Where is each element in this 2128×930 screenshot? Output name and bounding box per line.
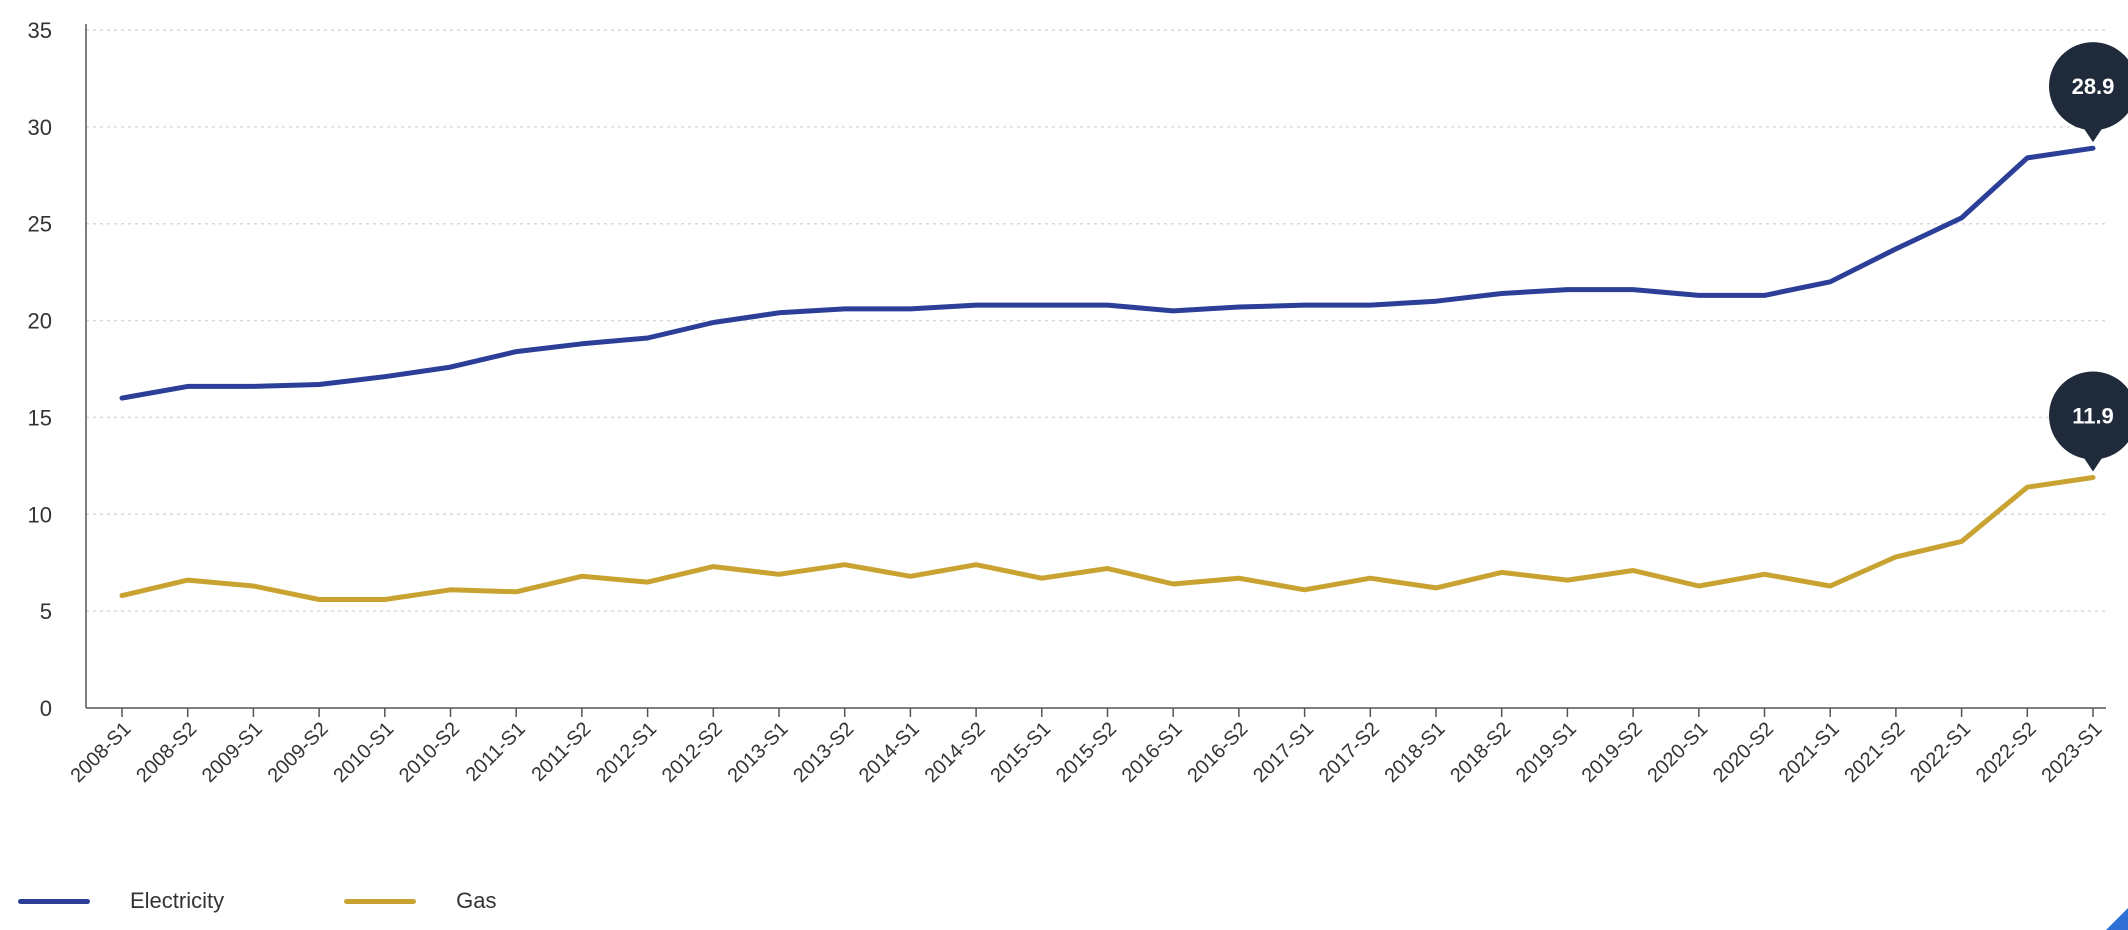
x-tick-label: 2011-S2 bbox=[527, 718, 595, 786]
x-tick-label: 2014-S2 bbox=[921, 718, 990, 787]
x-tick-label: 2010-S2 bbox=[395, 718, 464, 787]
corner-accent bbox=[2106, 908, 2128, 930]
x-tick-label: 2013-S1 bbox=[724, 718, 793, 787]
x-tick-label: 2008-S2 bbox=[132, 718, 201, 787]
legend-label-gas: Gas bbox=[456, 888, 497, 913]
legend-swatch-gas bbox=[344, 898, 417, 904]
callout-bubble bbox=[2049, 371, 2128, 460]
y-tick-label: 15 bbox=[28, 405, 52, 430]
x-tick-label: 2018-S1 bbox=[1381, 718, 1450, 787]
x-tick-label: 2015-S1 bbox=[986, 718, 1055, 787]
legend-item-electricity[interactable]: Electricity bbox=[18, 888, 224, 914]
y-tick-label: 20 bbox=[28, 309, 52, 334]
series-lines bbox=[119, 145, 2096, 602]
x-tick-label: 2020-S2 bbox=[1709, 718, 1778, 787]
legend-label-electricity: Electricity bbox=[130, 888, 225, 913]
series-line-gas bbox=[119, 475, 2096, 602]
x-tick-label: 2018-S2 bbox=[1446, 718, 1515, 787]
y-tick-label: 0 bbox=[40, 696, 52, 721]
x-tick-label: 2016-S2 bbox=[1183, 718, 1252, 787]
y-tick-label: 5 bbox=[40, 599, 52, 624]
x-tick-label: 2023-S1 bbox=[2038, 718, 2107, 787]
x-tick-label: 2009-S2 bbox=[264, 718, 333, 787]
x-tick-label: 2013-S2 bbox=[789, 718, 858, 787]
callout-label: 28.9 bbox=[2072, 74, 2115, 99]
x-tick-label: 2017-S1 bbox=[1249, 718, 1318, 787]
x-tick-label: 2021-S2 bbox=[1840, 718, 1909, 787]
x-tick-label: 2022-S1 bbox=[1906, 718, 1975, 787]
x-tick-label: 2019-S1 bbox=[1512, 718, 1581, 787]
x-tick-label: 2009-S1 bbox=[198, 718, 267, 787]
value-callouts: 28.9 11.9 bbox=[2049, 42, 2128, 472]
x-tick-label: 2021-S1 bbox=[1775, 718, 1844, 787]
legend: Electricity Gas bbox=[18, 888, 616, 914]
x-tick-label: 2019-S2 bbox=[1578, 718, 1647, 787]
x-tick-label: 2016-S1 bbox=[1118, 718, 1187, 787]
callout-bubble bbox=[2049, 42, 2128, 131]
x-tick-label: 2010-S1 bbox=[329, 718, 398, 787]
x-tick-label: 2022-S2 bbox=[1972, 718, 2041, 787]
y-tick-labels: 0 5 10 15 20 25 30 35 bbox=[28, 18, 52, 721]
legend-item-gas[interactable]: Gas bbox=[344, 888, 496, 914]
axes bbox=[85, 24, 2106, 717]
x-tick-label: 2012-S2 bbox=[658, 718, 727, 787]
x-tick-label: 2014-S1 bbox=[855, 718, 924, 787]
y-tick-label: 35 bbox=[28, 18, 52, 43]
grid-lines bbox=[86, 29, 2106, 612]
x-tick-label: 2015-S2 bbox=[1052, 718, 1121, 787]
x-tick-label: 2011-S1 bbox=[462, 718, 530, 786]
x-tick-labels: 2008-S12008-S22009-S12009-S22010-S12010-… bbox=[67, 718, 2107, 787]
y-tick-label: 10 bbox=[28, 502, 52, 527]
y-tick-label: 30 bbox=[28, 115, 52, 140]
x-tick-label: 2012-S1 bbox=[592, 718, 661, 787]
callout-label: 11.9 bbox=[2072, 403, 2114, 428]
x-tick-label: 2020-S1 bbox=[1643, 718, 1712, 787]
x-tick-label: 2017-S2 bbox=[1315, 718, 1384, 787]
y-tick-label: 25 bbox=[28, 212, 52, 237]
series-line-electricity bbox=[119, 145, 2096, 401]
x-tick-label: 2008-S1 bbox=[67, 718, 136, 787]
legend-swatch-electricity bbox=[18, 898, 90, 904]
